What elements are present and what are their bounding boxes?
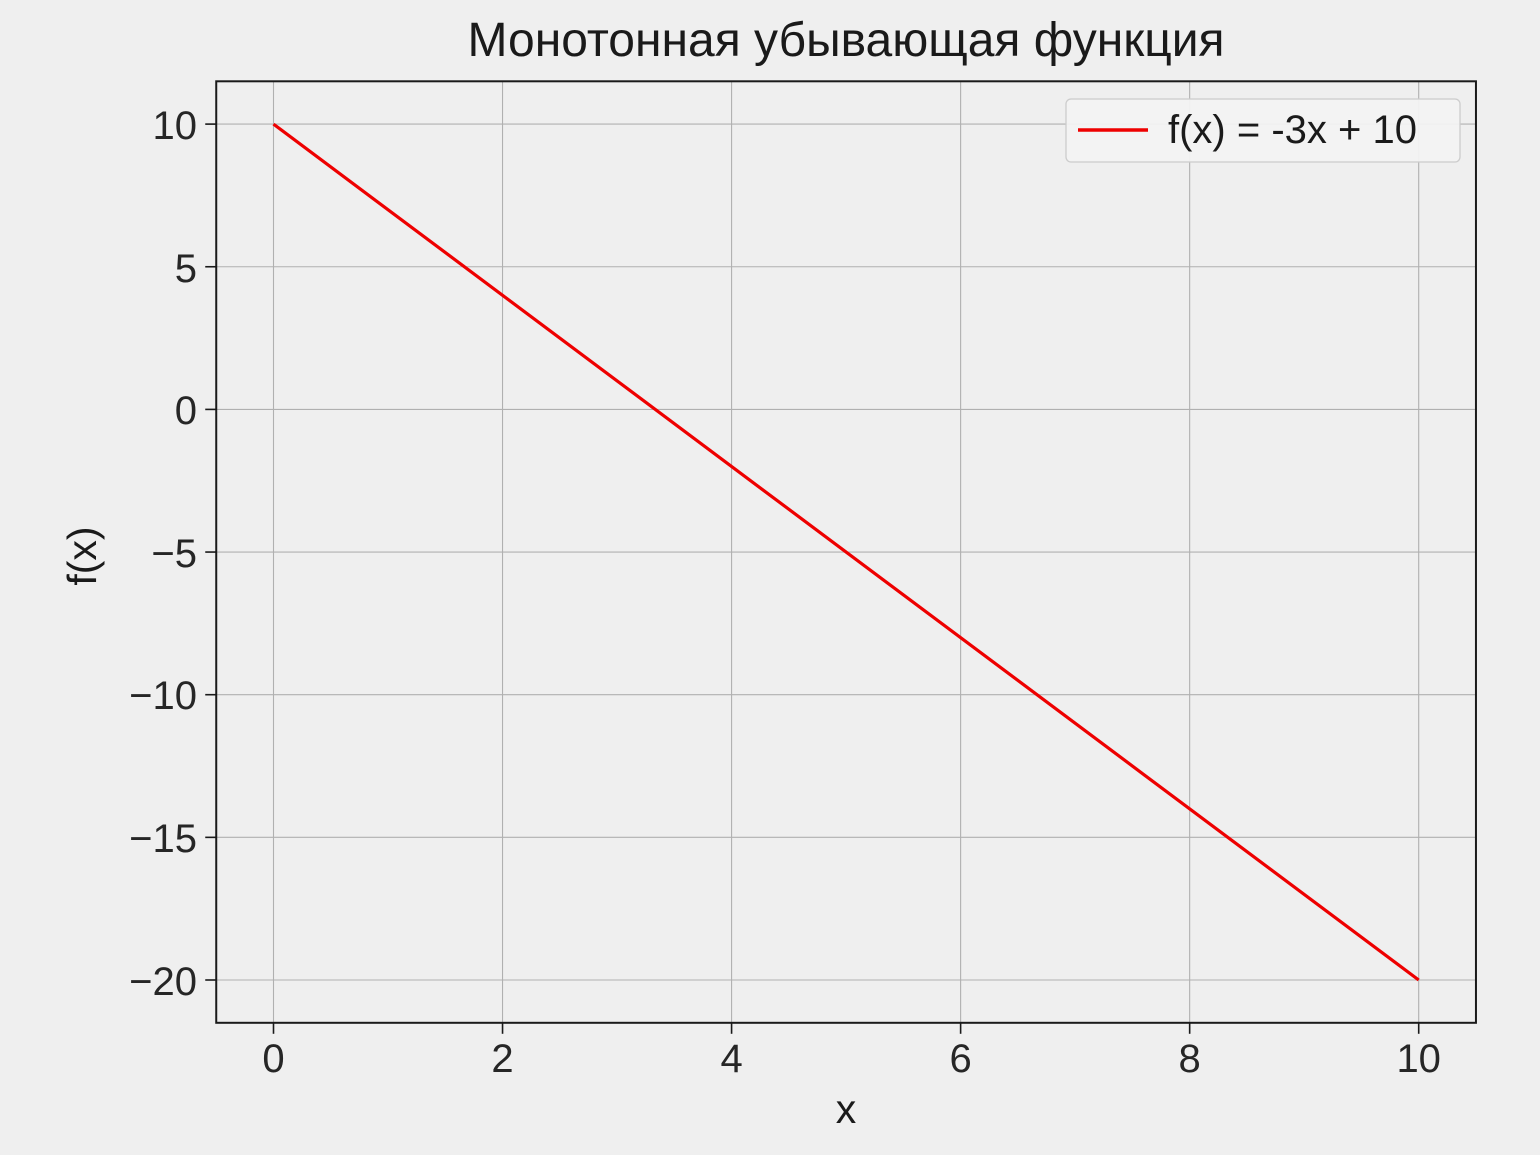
svg-text:4: 4 bbox=[720, 1037, 742, 1081]
svg-text:2: 2 bbox=[491, 1037, 513, 1081]
svg-text:−5: −5 bbox=[151, 532, 197, 576]
svg-text:8: 8 bbox=[1179, 1037, 1201, 1081]
svg-text:−10: −10 bbox=[129, 674, 197, 718]
svg-text:x: x bbox=[836, 1086, 857, 1132]
svg-text:−15: −15 bbox=[129, 817, 197, 861]
svg-text:10: 10 bbox=[1396, 1037, 1441, 1081]
svg-text:f(x) = -3x + 10: f(x) = -3x + 10 bbox=[1168, 108, 1417, 152]
svg-text:f(x): f(x) bbox=[59, 526, 105, 585]
svg-text:5: 5 bbox=[175, 247, 197, 291]
svg-text:0: 0 bbox=[262, 1037, 284, 1081]
svg-text:0: 0 bbox=[175, 389, 197, 433]
svg-text:6: 6 bbox=[949, 1037, 971, 1081]
svg-text:10: 10 bbox=[153, 104, 198, 148]
svg-text:−20: −20 bbox=[129, 960, 197, 1004]
